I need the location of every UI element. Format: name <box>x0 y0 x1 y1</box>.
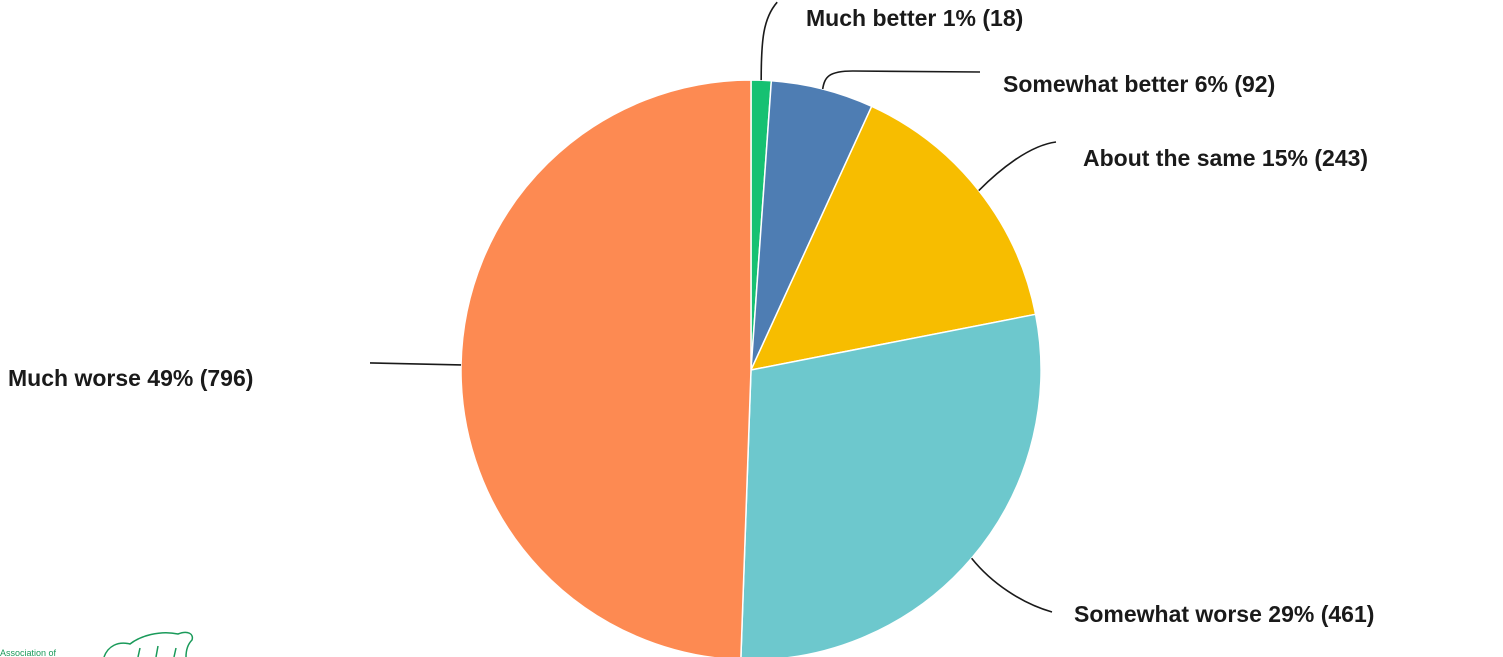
leader-about-the-same <box>978 141 1057 192</box>
leader-somewhat-better <box>821 70 981 90</box>
pie-slice-somewhat-worse <box>740 313 1042 657</box>
logo-animal-icon <box>103 631 194 657</box>
label-about-the-same: About the same 15% (243) <box>1083 145 1368 171</box>
leader-much-better <box>760 1 778 81</box>
leader-much-worse <box>369 362 462 366</box>
leader-somewhat-worse <box>970 557 1053 613</box>
pie-slices <box>460 79 1042 657</box>
label-much-better: Much better 1% (18) <box>806 5 1023 31</box>
label-much-worse: Much worse 49% (796) <box>8 365 253 391</box>
label-somewhat-better: Somewhat better 6% (92) <box>1003 71 1275 97</box>
label-somewhat-worse: Somewhat worse 29% (461) <box>1074 601 1374 627</box>
leader-lines <box>369 1 1057 613</box>
pie-slice-much-worse <box>460 79 752 657</box>
logo-text: Association of <box>0 648 57 657</box>
logo-watermark: Association of <box>0 631 194 657</box>
